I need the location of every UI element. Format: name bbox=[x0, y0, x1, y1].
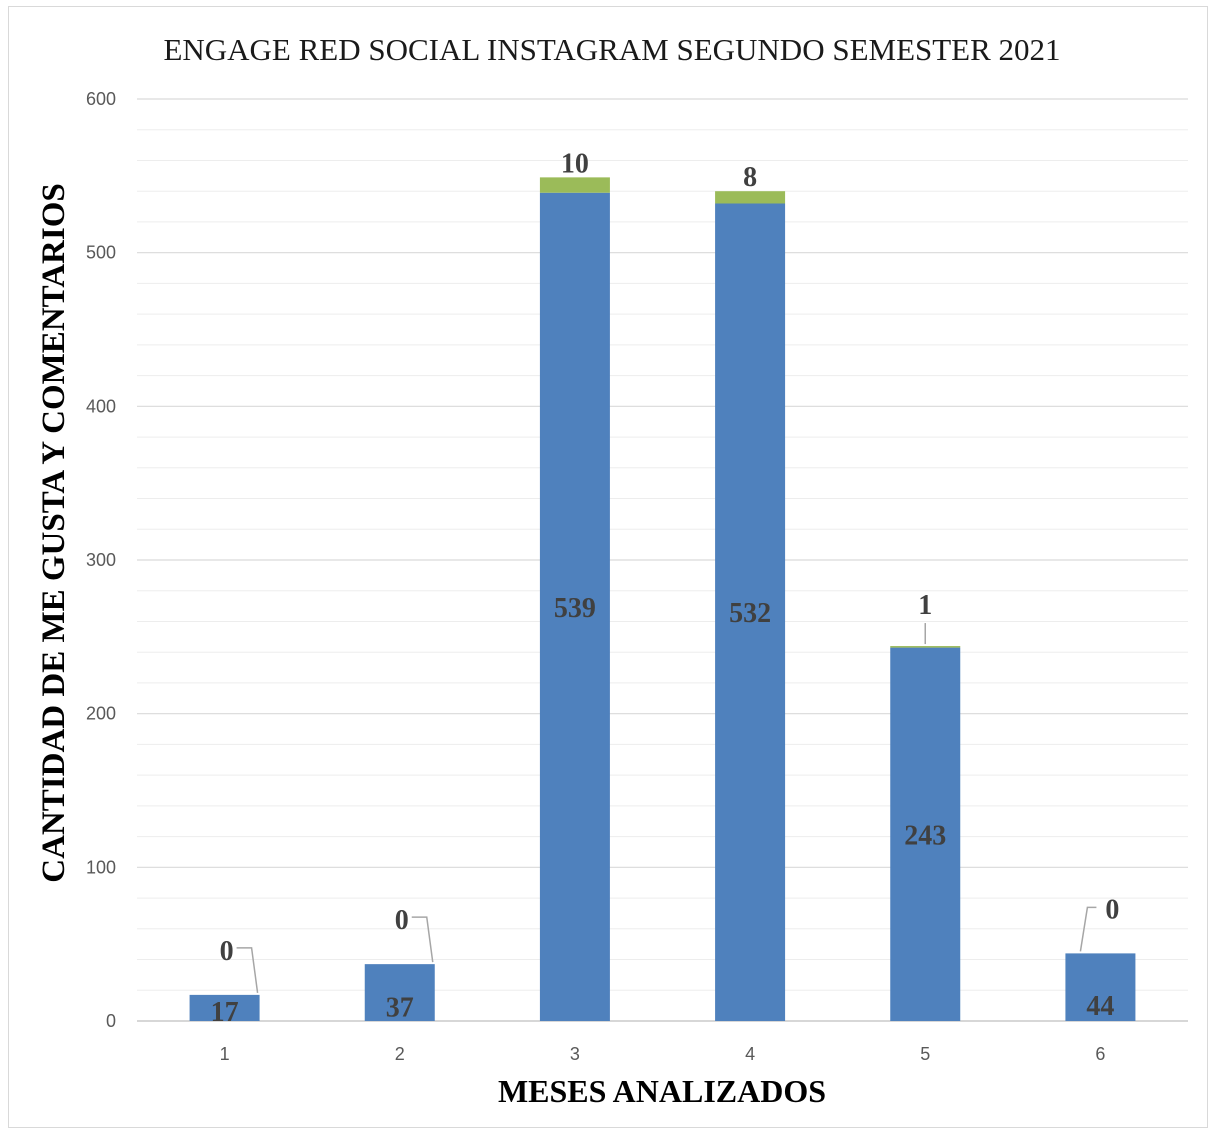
y-axis-title: CANTIDAD DE ME GUSTA Y COMENTARIOS bbox=[36, 183, 72, 882]
x-tick-label-3: 3 bbox=[570, 1044, 580, 1064]
data-label-base-5: 243 bbox=[904, 820, 946, 851]
chart-title: ENGAGE RED SOCIAL INSTAGRAM SEGUNDO SEME… bbox=[163, 32, 1060, 67]
bar-base-5 bbox=[890, 647, 961, 1021]
bar-base-3 bbox=[539, 192, 610, 1021]
leader-line bbox=[411, 916, 434, 963]
y-tick-label: 500 bbox=[86, 243, 116, 263]
data-label-top-5: 1 bbox=[918, 590, 932, 621]
leader-line bbox=[1079, 906, 1097, 952]
data-label-top-6: 0 bbox=[1105, 894, 1119, 925]
leader-lines bbox=[236, 623, 1097, 993]
data-label-base-1: 17 bbox=[211, 997, 239, 1028]
leader-line bbox=[236, 947, 259, 993]
gridlines bbox=[137, 98, 1188, 1022]
bar-base-6 bbox=[1065, 953, 1136, 1021]
data-labels: 17 0 37 0 539 10 532 8 243 1 44 0 bbox=[211, 148, 1120, 1028]
y-tick-label: 0 bbox=[106, 1011, 116, 1031]
bar-base-1 bbox=[189, 994, 260, 1021]
x-tick-label-4: 4 bbox=[745, 1044, 755, 1064]
y-axis-ticks: 0 100 200 300 400 500 600 bbox=[86, 89, 116, 1031]
bars bbox=[189, 177, 1136, 1021]
data-label-base-6: 44 bbox=[1086, 991, 1114, 1022]
data-label-top-1: 0 bbox=[220, 936, 234, 967]
y-tick-label: 300 bbox=[86, 550, 116, 570]
data-label-base-4: 532 bbox=[729, 598, 771, 629]
data-label-top-4: 8 bbox=[743, 162, 757, 193]
x-tick-label-5: 5 bbox=[920, 1044, 930, 1064]
bar-top-4 bbox=[715, 191, 786, 204]
y-tick-label: 100 bbox=[86, 857, 116, 877]
x-axis-title: MESES ANALIZADOS bbox=[498, 1073, 826, 1109]
y-tick-label: 200 bbox=[86, 704, 116, 724]
bar-top-3 bbox=[539, 177, 610, 193]
y-tick-label: 400 bbox=[86, 396, 116, 416]
x-tick-label-2: 2 bbox=[395, 1044, 405, 1064]
data-label-base-2: 37 bbox=[386, 992, 414, 1023]
x-tick-label-6: 6 bbox=[1095, 1044, 1105, 1064]
data-label-base-3: 539 bbox=[554, 593, 596, 624]
x-axis-ticks: 1 2 3 4 5 6 bbox=[220, 1044, 1106, 1064]
data-label-top-2: 0 bbox=[395, 905, 409, 936]
bar-base-4 bbox=[715, 203, 786, 1021]
x-tick-label-1: 1 bbox=[220, 1044, 230, 1064]
y-tick-label: 600 bbox=[86, 89, 116, 109]
bar-top-5 bbox=[890, 646, 961, 648]
data-label-top-3: 10 bbox=[561, 148, 589, 179]
bar-base-2 bbox=[364, 964, 435, 1021]
